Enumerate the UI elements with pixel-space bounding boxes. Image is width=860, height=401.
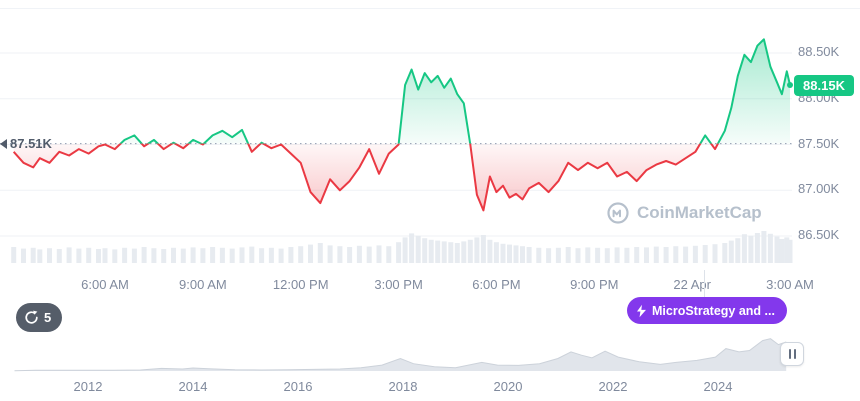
current-price-badge: 88.15K bbox=[794, 75, 854, 96]
annotation-connector bbox=[704, 270, 705, 298]
x-axis-label: 3:00 AM bbox=[766, 277, 814, 292]
lightning-icon bbox=[637, 304, 646, 317]
watermark-label: CoinMarketCap bbox=[637, 203, 762, 222]
year-axis-label: 2022 bbox=[598, 379, 628, 394]
year-axis-label: 2018 bbox=[388, 379, 418, 394]
annotations-history-button[interactable]: 5 bbox=[16, 303, 63, 332]
baseline-price-label: 87.51K bbox=[10, 136, 52, 151]
x-axis-label: 12:00 PM bbox=[272, 277, 329, 292]
year-axis-label: 2024 bbox=[703, 379, 733, 394]
coinmarketcap-logo-icon bbox=[607, 202, 629, 224]
range-selector-canvas[interactable] bbox=[0, 332, 860, 374]
drag-handle-bar-icon bbox=[793, 349, 796, 359]
x-axis-label: 6:00 PM bbox=[472, 277, 521, 292]
top-divider bbox=[0, 8, 860, 9]
x-axis-label: 9:00 AM bbox=[179, 277, 227, 292]
year-axis-label: 2014 bbox=[178, 379, 208, 394]
price-chart-canvas[interactable] bbox=[0, 0, 860, 270]
drag-handle-bar-icon bbox=[788, 349, 791, 359]
year-axis-label: 2012 bbox=[73, 379, 103, 394]
year-axis-label: 2016 bbox=[283, 379, 313, 394]
x-axis-label: 3:00 PM bbox=[374, 277, 423, 292]
annotations-count: 5 bbox=[44, 310, 52, 325]
baseline-marker-icon bbox=[0, 139, 7, 149]
x-axis-label: 9:00 PM bbox=[570, 277, 619, 292]
year-axis-label: 2020 bbox=[493, 379, 523, 394]
range-drag-handle[interactable] bbox=[780, 342, 804, 366]
x-axis-label: 6:00 AM bbox=[81, 277, 129, 292]
news-annotation-badge[interactable]: MicroStrategy and ... bbox=[627, 297, 787, 324]
watermark: CoinMarketCap bbox=[606, 201, 762, 225]
history-icon bbox=[25, 310, 38, 324]
annotation-label: MicroStrategy and ... bbox=[652, 303, 775, 318]
x-axis-label: 22 Apr bbox=[673, 277, 711, 292]
